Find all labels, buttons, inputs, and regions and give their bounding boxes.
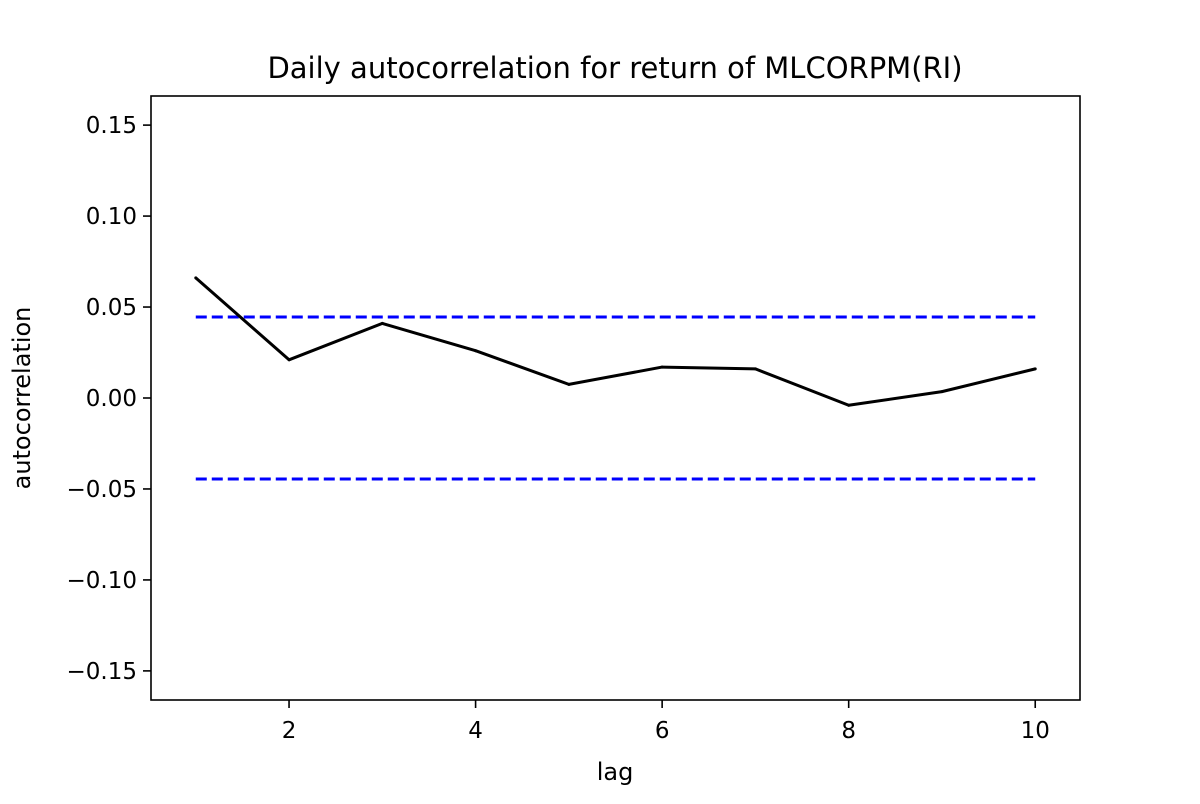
y-axis-ticks: −0.15 −0.10 −0.05 0.00 0.05 0.10 0.15 [67, 113, 151, 685]
confidence-bands [195, 315, 1036, 481]
y-tick-label: 0.05 [86, 295, 137, 321]
series-layer [194, 276, 1037, 407]
x-tick-label: 4 [468, 718, 483, 744]
x-tick-label: 8 [841, 718, 856, 744]
data-point-lag-8 [847, 403, 851, 407]
x-axis-ticks: 2 4 6 8 10 [282, 700, 1050, 744]
y-tick-label: −0.15 [67, 659, 137, 685]
data-point-lag-7 [753, 367, 757, 371]
data-point-lag-3 [380, 321, 384, 325]
y-tick-label: 0.15 [86, 113, 137, 139]
data-point-lag-9 [940, 390, 944, 394]
data-point-lag-1 [194, 276, 198, 280]
data-point-lag-6 [660, 365, 664, 369]
x-axis-label: lag [597, 758, 634, 786]
data-point-lag-5 [567, 382, 571, 386]
x-tick-label: 10 [1021, 718, 1050, 744]
y-axis-label: autocorrelation [8, 307, 36, 490]
data-point-lag-10 [1033, 367, 1037, 371]
autocorrelation-series-line [194, 276, 1036, 407]
x-tick-label: 2 [282, 718, 297, 744]
y-tick-label: −0.10 [67, 568, 137, 594]
plot-frame [150, 95, 1081, 701]
data-point-lag-4 [474, 349, 478, 353]
x-tick-label: 6 [655, 718, 670, 744]
y-tick-label: −0.05 [67, 477, 137, 503]
data-point-lag-2 [287, 358, 291, 362]
y-tick-label: 0.00 [86, 386, 137, 412]
y-tick-label: 0.10 [86, 204, 137, 230]
chart-title: Daily autocorrelation for return of MLCO… [267, 51, 962, 85]
